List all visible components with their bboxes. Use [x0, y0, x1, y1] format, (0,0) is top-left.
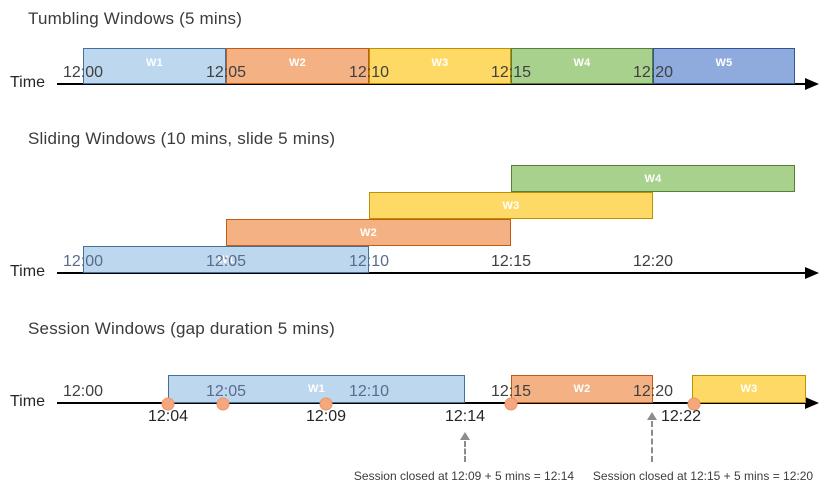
- sliding-window-w2: W2: [226, 219, 511, 246]
- window-label: W1: [145, 57, 164, 69]
- tumbling-tick-1200: 12:00: [62, 64, 104, 81]
- session-closed-annotation-1: Session closed at 12:09 + 5 mins = 12:14: [353, 469, 575, 483]
- session-window-w3: W3: [692, 375, 806, 403]
- tumbling-axis-arrow-icon: [805, 78, 819, 90]
- tumbling-time-axis: [57, 83, 807, 85]
- tumbling-title: Tumbling Windows (5 mins): [28, 9, 243, 28]
- sliding-axis-arrow-icon: [805, 267, 819, 279]
- tumbling-tick-1210: 12:10: [348, 64, 390, 81]
- window-label: W1: [217, 253, 235, 266]
- tumbling-window-w4: W4: [511, 48, 653, 84]
- window-label: W4: [573, 57, 591, 69]
- event-dot: [216, 397, 230, 411]
- session-axis-arrow-icon: [805, 397, 819, 409]
- event-dot: [161, 397, 175, 411]
- dashed-up-arrow-icon: [460, 432, 470, 462]
- event-time-1222: 12:22: [660, 408, 702, 425]
- window-label: W2: [573, 383, 591, 395]
- window-label: W1: [307, 383, 326, 395]
- sliding-time-axis: [57, 272, 807, 274]
- tumbling-window-w3: W3: [369, 48, 511, 84]
- tumbling-tick-1215: 12:15: [490, 64, 532, 81]
- event-time-1204: 12:04: [147, 408, 189, 425]
- sliding-window-w1: W1: [83, 246, 369, 273]
- session-tick-1205: 12:05: [205, 383, 247, 400]
- session-time-axis: [57, 402, 807, 404]
- sliding-tick-1200: 12:00: [62, 253, 104, 270]
- tumbling-time-axis-label: Time: [10, 74, 45, 91]
- sliding-tick-1210: 12:10: [348, 253, 390, 270]
- session-tick-1210: 12:10: [348, 383, 390, 400]
- session-tick-1200: 12:00: [62, 383, 104, 400]
- session-time-axis-label: Time: [10, 393, 45, 410]
- event-time-1209: 12:09: [305, 408, 347, 425]
- sliding-tick-1215: 12:15: [490, 253, 532, 270]
- session-tick-1220: 12:20: [632, 383, 674, 400]
- event-dot: [504, 397, 518, 411]
- arrow-head-icon: [647, 412, 657, 420]
- window-label: W3: [502, 199, 520, 212]
- tumbling-tick-1220: 12:20: [632, 64, 674, 81]
- tumbling-tick-1205: 12:05: [205, 64, 247, 81]
- sliding-window-w3: W3: [369, 192, 653, 219]
- arrow-head-icon: [460, 432, 470, 440]
- event-time-1214: 12:14: [444, 408, 486, 425]
- sliding-tick-1220: 12:20: [632, 253, 674, 270]
- sliding-time-axis-label: Time: [10, 263, 45, 280]
- sliding-window-w4: W4: [511, 165, 795, 192]
- window-label: W4: [644, 172, 662, 185]
- window-label: W2: [359, 226, 378, 239]
- tumbling-window-w5: W5: [653, 48, 795, 84]
- window-label: W3: [431, 57, 449, 69]
- event-dot: [687, 397, 701, 411]
- window-label: W2: [288, 57, 307, 69]
- sliding-title: Sliding Windows (10 mins, slide 5 mins): [28, 129, 336, 148]
- session-title: Session Windows (gap duration 5 mins): [28, 319, 335, 338]
- session-tick-1215: 12:15: [490, 383, 532, 400]
- event-dot: [319, 397, 333, 411]
- sliding-tick-1205: 12:05: [205, 253, 247, 270]
- session-window-w2: W2: [511, 375, 653, 403]
- dashed-up-arrow-icon: [647, 412, 657, 462]
- session-closed-annotation-2: Session closed at 12:15 + 5 mins = 12:20: [592, 469, 814, 483]
- tumbling-window-w1: W1: [83, 48, 226, 84]
- window-label: W3: [740, 383, 758, 395]
- window-label: W5: [715, 57, 733, 69]
- tumbling-window-w2: W2: [226, 48, 369, 84]
